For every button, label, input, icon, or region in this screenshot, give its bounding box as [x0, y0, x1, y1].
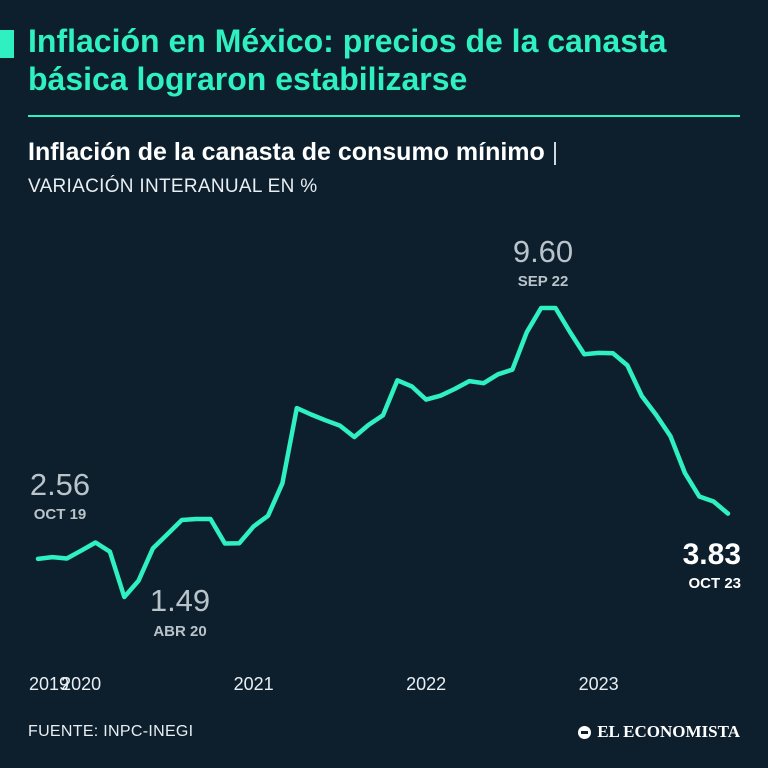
- x-tick-label: 2023: [579, 674, 619, 694]
- annotation-value: 1.49: [150, 583, 210, 618]
- chart-title: Inflación de la canasta de consumo mínim…: [28, 138, 558, 167]
- headline: Inflación en México: precios de la canas…: [28, 23, 667, 97]
- x-tick-label: 2020: [61, 674, 101, 694]
- annotation-date: ABR 20: [153, 623, 206, 640]
- annotation-value: 3.83: [683, 538, 741, 571]
- series-line: [35, 305, 731, 600]
- annotation-date: OCT 23: [688, 575, 741, 592]
- annotation-date: SEP 22: [518, 273, 569, 290]
- chart-title-text: Inflación de la canasta de consumo mínim…: [28, 138, 545, 166]
- chart-subtitle: VARIACIÓN INTERANUAL EN %: [28, 176, 318, 197]
- logo-text: EL ECONOMISTA: [597, 722, 740, 741]
- chart-title-separator: |: [551, 138, 559, 166]
- x-tick-label: 2019: [29, 674, 69, 694]
- source-note: FUENTE: INPC-INEGI: [28, 723, 194, 740]
- annotation-date: OCT 19: [34, 506, 87, 523]
- x-tick-label: 2022: [406, 674, 446, 694]
- accent-bar: [0, 30, 14, 58]
- el-economista-logo-icon: [578, 725, 592, 739]
- annotation-value: 2.56: [30, 467, 90, 502]
- el-economista-logo: EL ECONOMISTA: [578, 722, 740, 742]
- x-tick-label: 2021: [234, 674, 274, 694]
- annotation-value: 9.60: [513, 234, 573, 269]
- headline-divider: [28, 115, 740, 117]
